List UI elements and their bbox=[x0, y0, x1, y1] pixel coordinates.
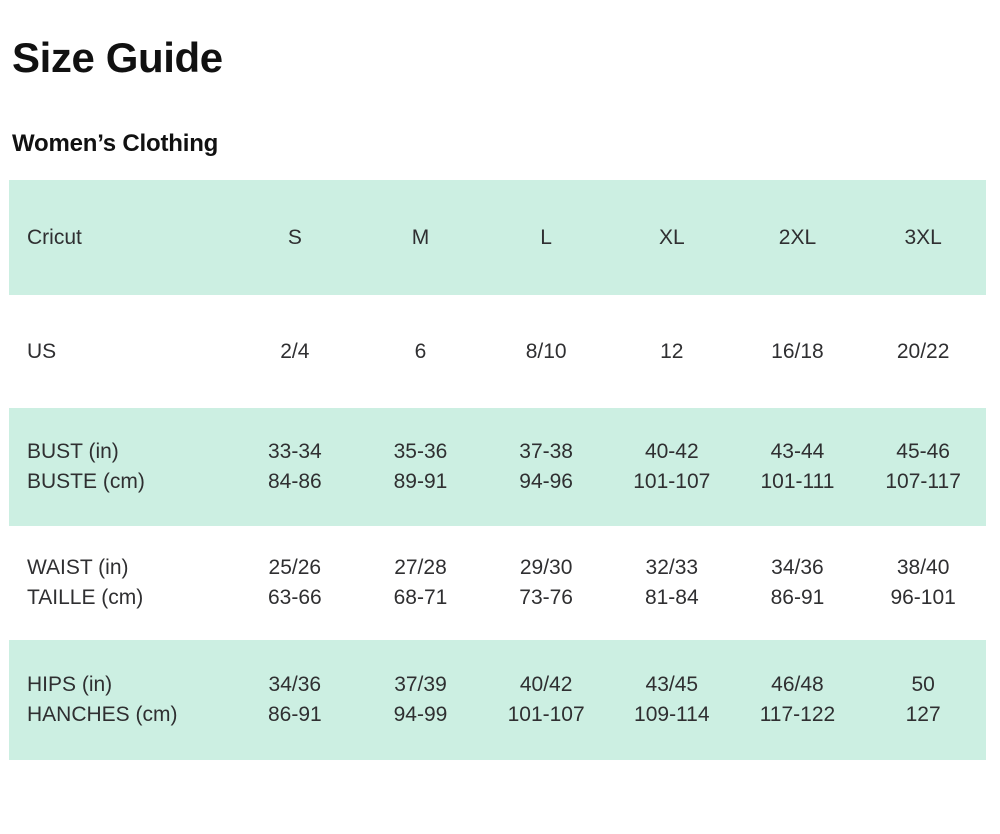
row-label-waist: WAIST (in) TAILLE (cm) bbox=[9, 526, 232, 640]
cell-line: 43-44 bbox=[770, 440, 825, 464]
cell-line: 27/28 bbox=[394, 556, 447, 580]
cell-line: TAILLE (cm) bbox=[27, 586, 144, 610]
table-row-hips: HIPS (in) HANCHES (cm) 34/36 86-91 37/39… bbox=[9, 640, 986, 761]
cell-line: 101-107 bbox=[507, 703, 585, 727]
cell-line: 29/30 bbox=[519, 556, 573, 580]
table-cell-waist-s: 25/26 63-66 bbox=[232, 526, 358, 640]
cell-line: 43/45 bbox=[645, 673, 699, 697]
cell-line: 34/36 bbox=[771, 556, 824, 580]
cell-line: 34/36 bbox=[268, 673, 322, 697]
cell-line: 127 bbox=[905, 703, 941, 727]
cell-line: 32/33 bbox=[645, 556, 699, 580]
cell-line: HIPS (in) bbox=[27, 673, 113, 697]
cell-line: 101-111 bbox=[760, 470, 835, 494]
table-cell-us-m: 6 bbox=[358, 295, 484, 408]
table-cell-waist-m: 27/28 68-71 bbox=[358, 526, 484, 640]
cell-line: 86-91 bbox=[267, 703, 322, 727]
cell-line: 109-114 bbox=[634, 703, 710, 727]
size-table: Cricut S M L XL 2XL 3XL US 2/4 6 bbox=[9, 180, 986, 761]
column-header-size-s: S bbox=[287, 225, 302, 249]
table-cell-hips-s: 34/36 86-91 bbox=[232, 640, 358, 760]
table-cell-hips-l: 40/42 101-107 bbox=[483, 640, 609, 760]
cell-line: 33-34 bbox=[267, 440, 322, 464]
cell-line: WAIST (in) bbox=[27, 556, 129, 580]
cell-line: 107-117 bbox=[885, 470, 961, 494]
cell-line: 96-101 bbox=[890, 586, 956, 610]
column-header-size-m: M bbox=[411, 225, 430, 249]
table-cell-us-s: 2/4 bbox=[232, 295, 358, 408]
cell-line: HANCHES (cm) bbox=[27, 703, 178, 727]
cell-line: 50 bbox=[911, 673, 935, 697]
cell-line: 37/39 bbox=[394, 673, 447, 697]
cell-line: 35-36 bbox=[393, 440, 448, 464]
cell-line: 8/10 bbox=[525, 339, 567, 363]
cell-line: 89-91 bbox=[393, 470, 448, 494]
cell-line: 16/18 bbox=[771, 339, 824, 363]
section-title: Women’s Clothing bbox=[12, 130, 219, 158]
table-row-bust: BUST (in) BUSTE (cm) 33-34 84-86 35-36 8… bbox=[9, 408, 986, 527]
table-cell-bust-3xl: 45-46 107-117 bbox=[860, 408, 986, 526]
table-row-us: US 2/4 6 8/10 12 16/18 20/22 bbox=[9, 295, 986, 408]
cell-line: 40/42 bbox=[519, 673, 573, 697]
cell-line: 63-66 bbox=[267, 586, 322, 610]
cell-line: 20/22 bbox=[896, 339, 950, 363]
table-cell-bust-2xl: 43-44 101-111 bbox=[735, 408, 861, 526]
table-cell-us-2xl: 16/18 bbox=[735, 295, 861, 408]
cell-line: 81-84 bbox=[644, 586, 699, 610]
cell-line: 40-42 bbox=[644, 440, 699, 464]
table-header-row: Cricut S M L XL 2XL 3XL bbox=[9, 180, 986, 296]
column-header-size-l: L bbox=[540, 225, 552, 249]
cell-line: BUST (in) bbox=[27, 440, 119, 464]
table-cell-bust-m: 35-36 89-91 bbox=[358, 408, 484, 526]
cell-line: 94-96 bbox=[519, 470, 573, 494]
cell-line: 25/26 bbox=[268, 556, 322, 580]
table-cell-hips-xl: 43/45 109-114 bbox=[609, 640, 735, 760]
table-cell-hips-2xl: 46/48 117-122 bbox=[735, 640, 861, 760]
cell-line: 12 bbox=[660, 339, 684, 363]
cell-line: 46/48 bbox=[771, 673, 824, 697]
column-header-size-3xl: 3XL bbox=[904, 225, 942, 249]
table-cell-waist-xl: 32/33 81-84 bbox=[609, 526, 735, 640]
cell-line: 45-46 bbox=[896, 440, 950, 464]
cell-line: 86-91 bbox=[770, 586, 825, 610]
cell-line: 117-122 bbox=[759, 703, 836, 727]
table-row-waist: WAIST (in) TAILLE (cm) 25/26 63-66 27/28… bbox=[9, 526, 986, 640]
table-cell-hips-m: 37/39 94-99 bbox=[358, 640, 484, 760]
cell-line: 6 bbox=[414, 339, 427, 363]
cell-line: BUSTE (cm) bbox=[27, 470, 145, 494]
table-cell-bust-xl: 40-42 101-107 bbox=[609, 408, 735, 526]
cell-line: 68-71 bbox=[393, 586, 448, 610]
row-label-bust: BUST (in) BUSTE (cm) bbox=[9, 408, 232, 526]
cell-line: 84-86 bbox=[267, 470, 322, 494]
cell-line: 101-107 bbox=[633, 470, 711, 494]
cell-line: 73-76 bbox=[519, 586, 573, 610]
size-guide-page: Size Guide Women’s Clothing Cricut S M L… bbox=[0, 34, 1000, 761]
cell-line: 37-38 bbox=[519, 440, 573, 464]
table-cell-us-xl: 12 bbox=[609, 295, 735, 408]
cell-line: 94-99 bbox=[393, 703, 448, 727]
table-cell-waist-2xl: 34/36 86-91 bbox=[735, 526, 861, 640]
cell-line: US bbox=[27, 339, 57, 363]
table-cell-bust-s: 33-34 84-86 bbox=[232, 408, 358, 526]
table-cell-waist-3xl: 38/40 96-101 bbox=[860, 526, 986, 640]
table-cell-us-l: 8/10 bbox=[483, 295, 609, 408]
row-label-hips: HIPS (in) HANCHES (cm) bbox=[9, 640, 232, 760]
table-cell-waist-l: 29/30 73-76 bbox=[483, 526, 609, 640]
row-label-us: US bbox=[9, 295, 232, 408]
column-header-size-xl: XL bbox=[658, 225, 685, 249]
page-title: Size Guide bbox=[12, 34, 223, 81]
column-header-brand: Cricut bbox=[27, 225, 82, 249]
cell-line: 38/40 bbox=[896, 556, 950, 580]
column-header-size-2xl: 2XL bbox=[778, 225, 817, 249]
table-cell-hips-3xl: 50 127 bbox=[860, 640, 986, 760]
table-cell-us-3xl: 20/22 bbox=[860, 295, 986, 408]
table-cell-bust-l: 37-38 94-96 bbox=[483, 408, 609, 526]
cell-line: 2/4 bbox=[280, 339, 310, 363]
